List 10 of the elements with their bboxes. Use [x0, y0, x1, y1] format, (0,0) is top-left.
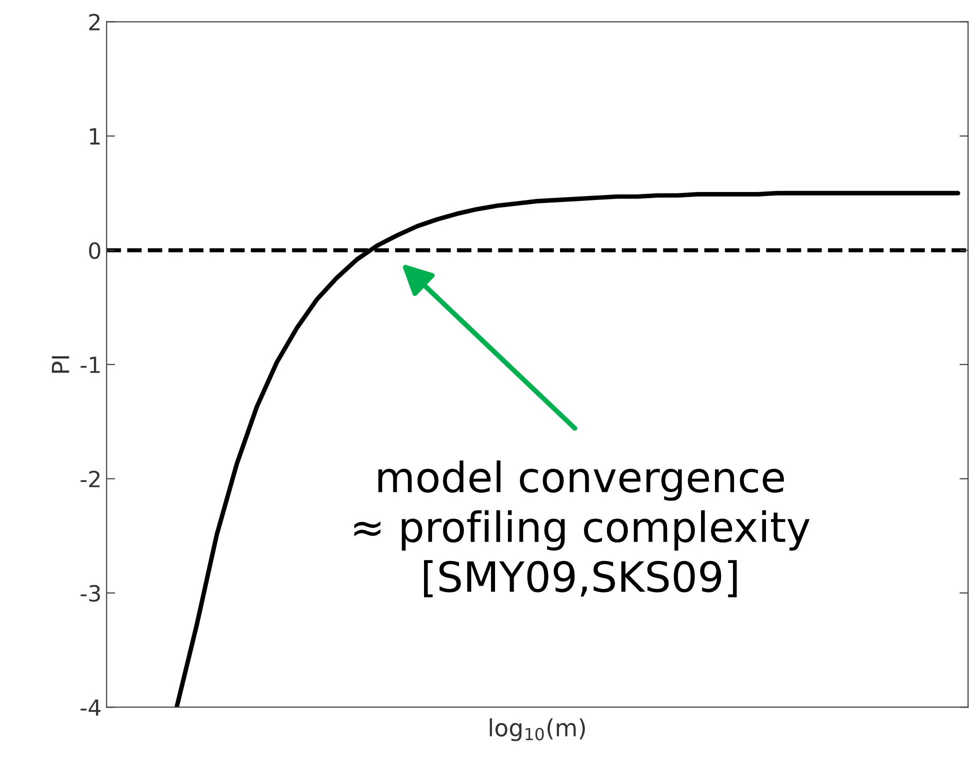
y-tick-label: -4 — [80, 699, 100, 716]
y-tick-label: 2 — [89, 14, 100, 30]
annotation: model convergence ≈ profiling complexity [SMY09,SKS09] — [354, 460, 810, 598]
y-tick-label: -1 — [80, 356, 100, 373]
y-tick-label: 0 — [89, 242, 100, 260]
y-axis-title: PI — [52, 356, 70, 373]
y-tick-label: 1 — [90, 128, 100, 144]
y-tick-label: -3 — [80, 584, 100, 602]
y-tick-label: -2 — [80, 470, 100, 488]
x-axis-title: log$_{10}$(m) — [490, 718, 585, 742]
